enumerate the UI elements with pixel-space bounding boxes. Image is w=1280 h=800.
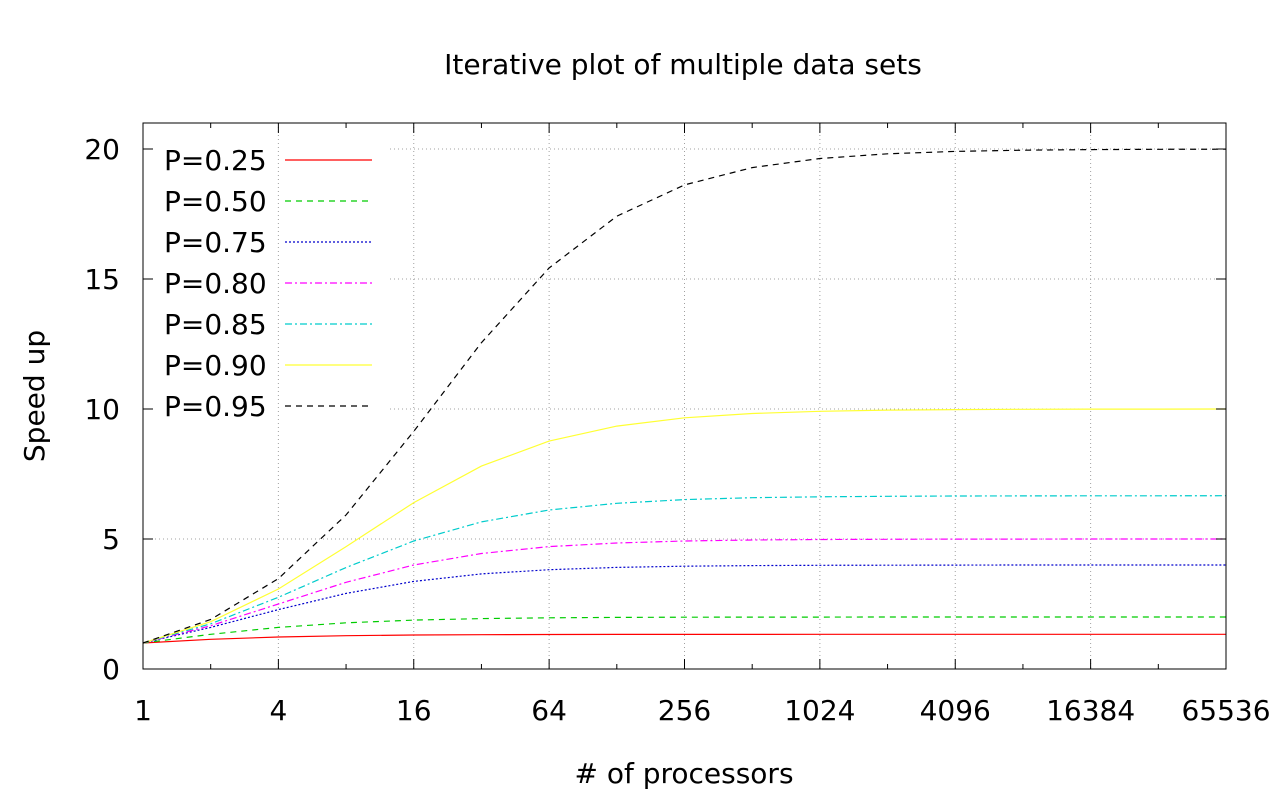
y-tick-label: 15: [84, 263, 120, 296]
axis-ticks: [142, 123, 1227, 670]
series-line-p095: [142, 148, 1227, 644]
x-tick-label: 65536: [1181, 694, 1270, 727]
legend-label: P=0.80: [164, 267, 267, 300]
legend-label: P=0.90: [164, 349, 267, 382]
y-axis-label: Speed up: [18, 330, 51, 462]
x-tick-label: 16: [396, 694, 432, 727]
legend-label: P=0.85: [164, 308, 267, 341]
x-tick-label: 64: [531, 694, 567, 727]
x-tick-label: 1: [134, 694, 152, 727]
x-tick-labels: 1 4 16 64 256 1024 4096 16384 65536: [134, 694, 1270, 727]
x-tick-label: 1024: [784, 694, 855, 727]
legend: P=0.25 P=0.50 P=0.75 P=0.80 P=0.85 P=0.90 P=0.…: [164, 144, 372, 423]
grid-lines: [143, 123, 1226, 669]
legend-label: P=0.25: [164, 144, 267, 177]
x-tick-label: 16384: [1046, 694, 1135, 727]
x-tick-label: 4096: [920, 694, 991, 727]
y-tick-label: 0: [102, 653, 120, 686]
y-tick-label: 5: [102, 523, 120, 556]
y-tick-labels: 0 5 10 15 20: [84, 133, 120, 686]
chart-title: Iterative plot of multiple data sets: [444, 48, 922, 81]
legend-label: P=0.50: [164, 185, 267, 218]
series-lines: [142, 148, 1227, 644]
x-tick-label: 256: [658, 694, 711, 727]
x-tick-label: 4: [269, 694, 287, 727]
series-line-p050: [142, 616, 1226, 644]
series-line-p085: [142, 495, 1227, 644]
y-tick-label: 10: [84, 393, 120, 426]
legend-label: P=0.95: [164, 390, 267, 423]
y-tick-label: 20: [84, 133, 120, 166]
series-line-p080: [142, 538, 1226, 644]
series-line-p090: [142, 408, 1227, 644]
legend-label: P=0.75: [164, 226, 267, 259]
series-line-p025: [142, 633, 1226, 644]
series-line-p075: [142, 564, 1226, 644]
x-axis-label: # of processors: [574, 757, 793, 790]
